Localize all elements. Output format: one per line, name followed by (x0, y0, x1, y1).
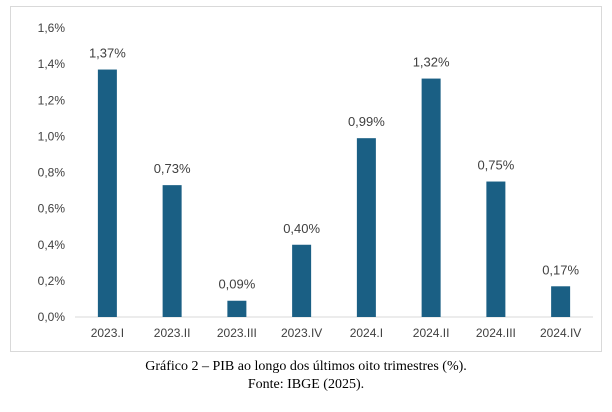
bar-chart: 0,0% 0,2% 0,4% 0,6% 0,8% 1,0% 1,2% 1,4% 1,6% 1,37… (38, 21, 593, 340)
chart-caption-title: Gráfico 2 – PIB ao longo dos últimos oit… (145, 359, 467, 374)
y-tick-label: 0,8% (38, 166, 66, 180)
y-tick-label: 1,4% (38, 57, 66, 71)
bar-2024-ii (421, 78, 441, 317)
y-tick-label: 0,4% (38, 238, 66, 252)
chart-caption-source: Fonte: IBGE (2025). (247, 377, 365, 392)
x-tick-label: 2024.II (413, 326, 450, 340)
y-tick-label: 1,0% (38, 129, 66, 143)
data-label: 0,09% (218, 277, 255, 292)
y-tick-label: 0,6% (38, 202, 66, 216)
y-tick-label: 1,6% (38, 21, 66, 35)
x-tick-label: 2024.I (350, 326, 383, 340)
data-label: 0,40% (283, 221, 320, 236)
data-label: 0,75% (477, 158, 514, 173)
data-label: 0,73% (154, 161, 191, 176)
y-tick-label: 1,2% (38, 93, 66, 107)
y-tick-label: 0,2% (38, 274, 66, 288)
bar-2023-iii (227, 300, 247, 317)
x-tick-label: 2023.I (91, 326, 124, 340)
bar-2023-iv (292, 244, 312, 317)
data-label: 0,17% (542, 262, 579, 277)
y-tick-label: 0,0% (38, 310, 66, 324)
x-tick-label: 2023.IV (281, 326, 322, 340)
bar-2023-i (97, 69, 117, 317)
chart-frame: 0,0% 0,2% 0,4% 0,6% 0,8% 1,0% 1,2% 1,4% 1,6% 1,37… (10, 6, 602, 352)
data-label: 1,37% (89, 46, 126, 61)
x-tick-label: 2023.II (154, 326, 191, 340)
bar-2024-i (356, 138, 376, 317)
x-tick-label: 2023.III (217, 326, 257, 340)
x-tick-label: 2024.IV (540, 326, 581, 340)
data-label: 1,32% (413, 55, 450, 70)
x-tick-label: 2024.III (476, 326, 516, 340)
data-label: 0,99% (348, 114, 385, 129)
bar-2024-iii (486, 181, 506, 317)
bar-2023-ii (162, 185, 182, 317)
bar-2024-iv (551, 286, 571, 317)
